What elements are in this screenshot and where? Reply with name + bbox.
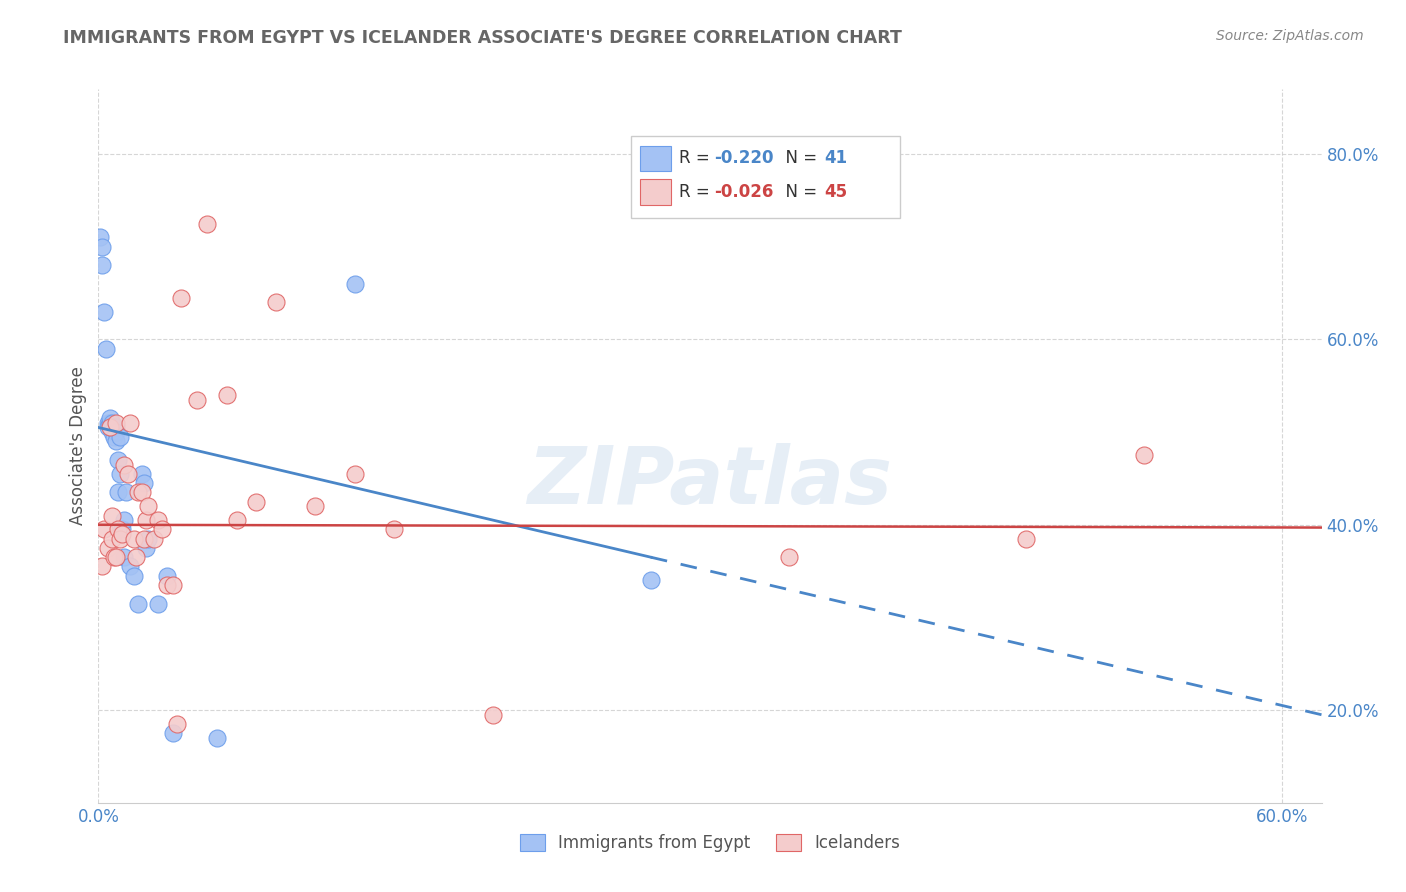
Point bbox=[162, 726, 184, 740]
Point bbox=[101, 425, 124, 439]
Point bbox=[186, 392, 208, 407]
Text: R =: R = bbox=[679, 183, 716, 201]
Point bbox=[245, 494, 267, 508]
Point bbox=[108, 430, 131, 444]
Point bbox=[101, 420, 124, 434]
Point bbox=[111, 523, 134, 537]
Point bbox=[112, 458, 135, 472]
Text: N =: N = bbox=[775, 150, 823, 168]
Point bbox=[215, 388, 238, 402]
Point bbox=[105, 434, 128, 449]
Point bbox=[98, 416, 121, 430]
Point bbox=[97, 420, 120, 434]
Point bbox=[96, 342, 118, 356]
Point bbox=[97, 416, 120, 430]
Point bbox=[343, 467, 366, 481]
Y-axis label: Associate's Degree: Associate's Degree bbox=[69, 367, 87, 525]
Point bbox=[482, 707, 505, 722]
Point bbox=[382, 523, 405, 537]
Point bbox=[136, 500, 159, 514]
Point bbox=[103, 430, 125, 444]
Point bbox=[108, 532, 131, 546]
Point bbox=[117, 467, 139, 481]
Point bbox=[195, 217, 218, 231]
Point bbox=[122, 568, 145, 582]
Point bbox=[778, 550, 800, 565]
Text: R =: R = bbox=[679, 150, 716, 168]
Point bbox=[205, 731, 228, 745]
Point bbox=[264, 295, 287, 310]
Text: N =: N = bbox=[775, 183, 823, 201]
Point bbox=[135, 513, 157, 527]
Point bbox=[112, 550, 135, 565]
Point bbox=[91, 258, 114, 272]
Point bbox=[166, 717, 188, 731]
Point bbox=[101, 508, 124, 523]
Point bbox=[127, 597, 149, 611]
Point bbox=[97, 541, 120, 555]
Text: 41: 41 bbox=[824, 150, 846, 168]
Point bbox=[105, 416, 128, 430]
Point bbox=[156, 578, 179, 592]
FancyBboxPatch shape bbox=[640, 179, 671, 205]
Text: ZIPatlas: ZIPatlas bbox=[527, 442, 893, 521]
Point bbox=[1133, 448, 1156, 462]
Point bbox=[103, 550, 125, 565]
Point bbox=[225, 513, 247, 527]
Point bbox=[89, 230, 111, 244]
Point bbox=[135, 541, 157, 555]
Point bbox=[162, 578, 184, 592]
Point bbox=[132, 532, 155, 546]
Point bbox=[125, 550, 148, 565]
Point bbox=[112, 513, 135, 527]
Point bbox=[101, 532, 124, 546]
Point bbox=[131, 485, 153, 500]
Point bbox=[132, 476, 155, 491]
Text: -0.026: -0.026 bbox=[714, 183, 773, 201]
Text: Source: ZipAtlas.com: Source: ZipAtlas.com bbox=[1216, 29, 1364, 43]
Point bbox=[107, 485, 129, 500]
Point bbox=[93, 523, 115, 537]
Point bbox=[91, 240, 114, 254]
Point bbox=[93, 304, 115, 318]
Text: -0.220: -0.220 bbox=[714, 150, 773, 168]
Text: IMMIGRANTS FROM EGYPT VS ICELANDER ASSOCIATE'S DEGREE CORRELATION CHART: IMMIGRANTS FROM EGYPT VS ICELANDER ASSOC… bbox=[63, 29, 903, 46]
Point bbox=[98, 416, 121, 430]
Point bbox=[640, 574, 662, 588]
Point bbox=[131, 467, 153, 481]
FancyBboxPatch shape bbox=[640, 145, 671, 171]
Point bbox=[107, 523, 129, 537]
Point bbox=[170, 291, 193, 305]
Point bbox=[136, 532, 159, 546]
Point bbox=[156, 568, 179, 582]
Point bbox=[122, 532, 145, 546]
Point bbox=[98, 411, 121, 425]
Point bbox=[91, 559, 114, 574]
Point bbox=[107, 453, 129, 467]
Point bbox=[127, 485, 149, 500]
Point bbox=[142, 532, 165, 546]
Point bbox=[101, 416, 124, 430]
Point bbox=[146, 513, 169, 527]
Point bbox=[111, 527, 134, 541]
FancyBboxPatch shape bbox=[630, 136, 900, 218]
Point bbox=[1015, 532, 1038, 546]
Point bbox=[105, 425, 128, 439]
Point bbox=[98, 420, 121, 434]
Point bbox=[146, 597, 169, 611]
Point bbox=[108, 467, 131, 481]
Point bbox=[118, 559, 141, 574]
Point bbox=[103, 420, 125, 434]
Point bbox=[105, 550, 128, 565]
Point bbox=[118, 416, 141, 430]
Point bbox=[343, 277, 366, 291]
Text: 45: 45 bbox=[824, 183, 846, 201]
Legend: Immigrants from Egypt, Icelanders: Immigrants from Egypt, Icelanders bbox=[513, 827, 907, 859]
Point bbox=[150, 523, 173, 537]
Point bbox=[105, 420, 128, 434]
Point bbox=[115, 485, 138, 500]
Point bbox=[304, 500, 326, 514]
